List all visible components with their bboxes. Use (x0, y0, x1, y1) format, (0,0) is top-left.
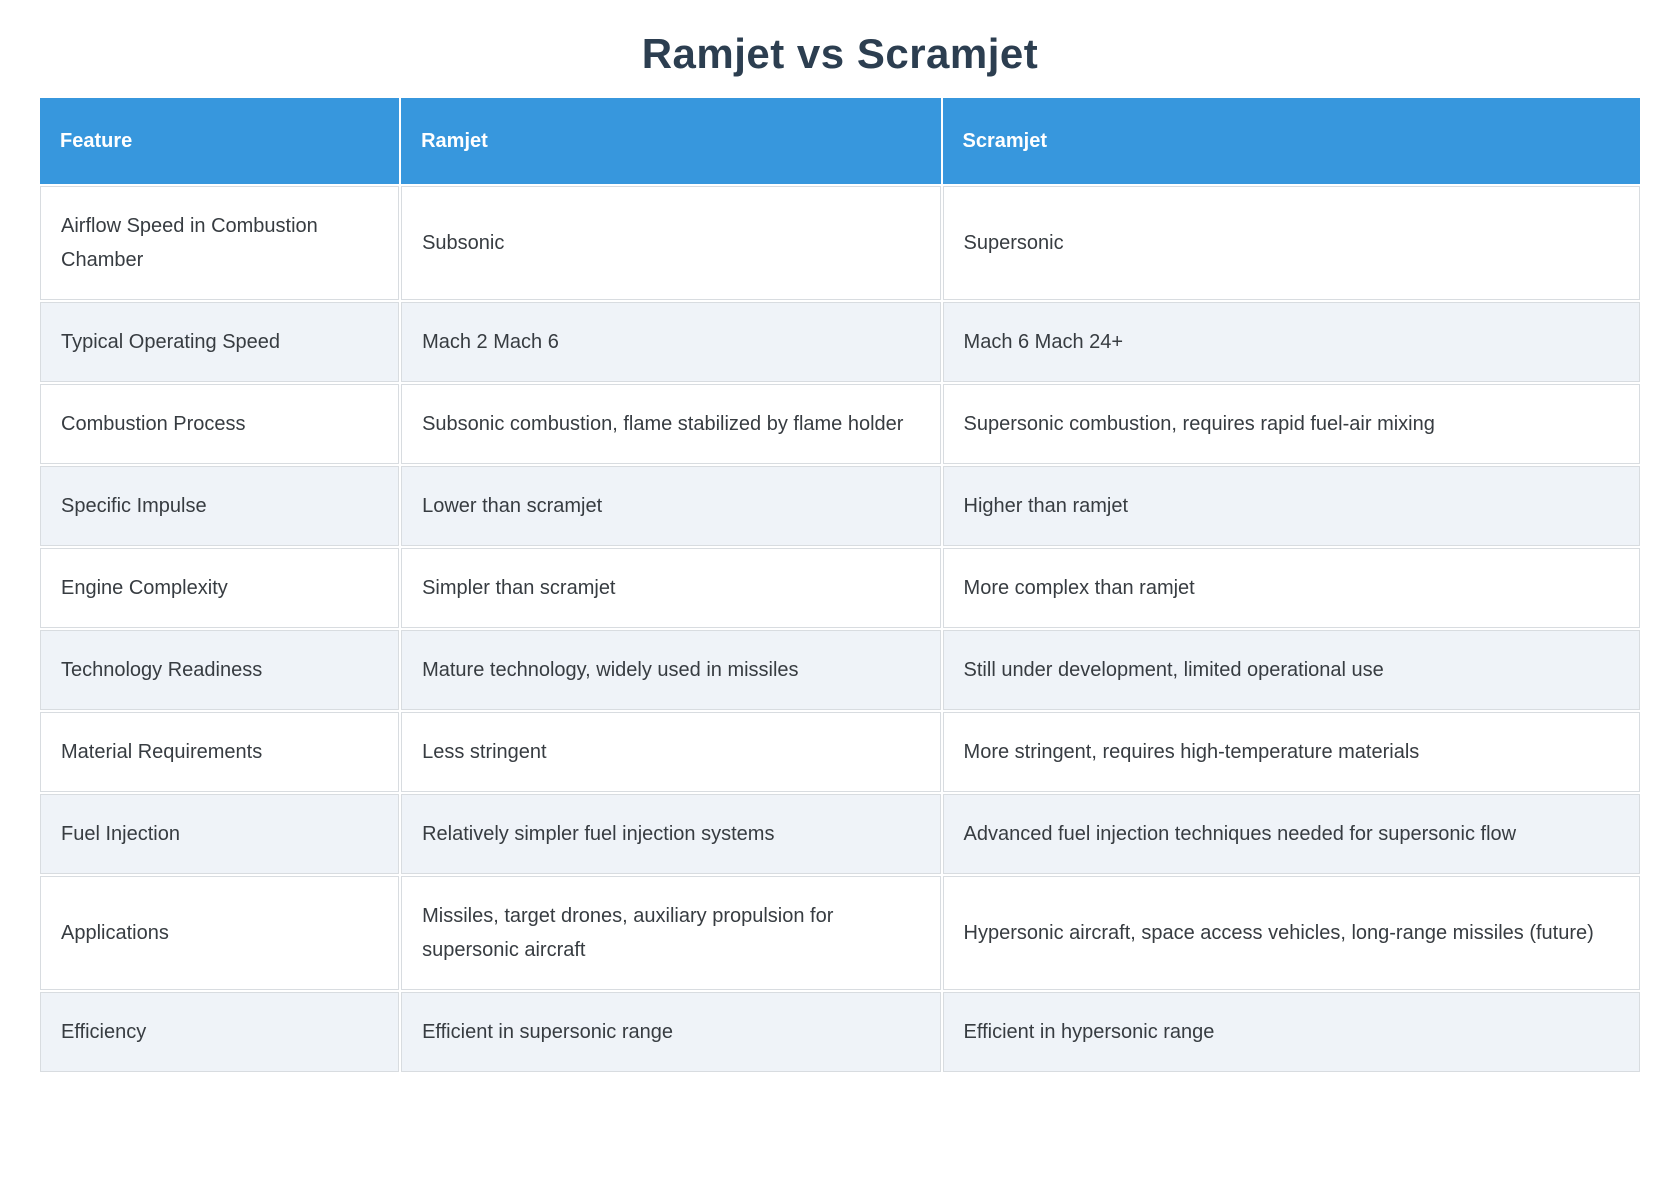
ramjet-cell: Relatively simpler fuel injection system… (401, 794, 941, 874)
feature-cell: Efficiency (40, 992, 400, 1072)
scramjet-cell: Efficient in hypersonic range (942, 992, 1640, 1072)
scramjet-cell: Supersonic combustion, requires rapid fu… (942, 384, 1640, 464)
table-row: Combustion Process Subsonic combustion, … (40, 384, 1640, 464)
page-container: Ramjet vs Scramjet Feature Ramjet Scramj… (38, 30, 1642, 1074)
scramjet-cell: Higher than ramjet (942, 466, 1640, 546)
ramjet-cell: Subsonic combustion, flame stabilized by… (401, 384, 941, 464)
ramjet-cell: Missiles, target drones, auxiliary propu… (401, 876, 941, 990)
table-row: Efficiency Efficient in supersonic range… (40, 992, 1640, 1072)
ramjet-cell: Lower than scramjet (401, 466, 941, 546)
scramjet-cell: More complex than ramjet (942, 548, 1640, 628)
feature-cell: Applications (40, 876, 400, 990)
ramjet-cell: Subsonic (401, 186, 941, 300)
table-row: Material Requirements Less stringent Mor… (40, 712, 1640, 792)
ramjet-cell: Mach 2 Mach 6 (401, 302, 941, 382)
scramjet-cell: Still under development, limited operati… (942, 630, 1640, 710)
scramjet-cell: Advanced fuel injection techniques neede… (942, 794, 1640, 874)
table-row: Typical Operating Speed Mach 2 Mach 6 Ma… (40, 302, 1640, 382)
feature-cell: Specific Impulse (40, 466, 400, 546)
table-row: Airflow Speed in Combustion Chamber Subs… (40, 186, 1640, 300)
scramjet-cell: Supersonic (942, 186, 1640, 300)
column-header-scramjet: Scramjet (942, 98, 1640, 184)
comparison-table: Feature Ramjet Scramjet Airflow Speed in… (38, 96, 1642, 1074)
table-row: Specific Impulse Lower than scramjet Hig… (40, 466, 1640, 546)
feature-cell: Typical Operating Speed (40, 302, 400, 382)
feature-cell: Combustion Process (40, 384, 400, 464)
table-body: Airflow Speed in Combustion Chamber Subs… (40, 186, 1640, 1072)
table-row: Fuel Injection Relatively simpler fuel i… (40, 794, 1640, 874)
page-title: Ramjet vs Scramjet (641, 30, 1039, 77)
table-row: Technology Readiness Mature technology, … (40, 630, 1640, 710)
ramjet-cell: Less stringent (401, 712, 941, 792)
ramjet-cell: Mature technology, widely used in missil… (401, 630, 941, 710)
ramjet-cell: Efficient in supersonic range (401, 992, 941, 1072)
table-row: Engine Complexity Simpler than scramjet … (40, 548, 1640, 628)
feature-cell: Material Requirements (40, 712, 400, 792)
column-header-ramjet: Ramjet (401, 98, 941, 184)
ramjet-cell: Simpler than scramjet (401, 548, 941, 628)
feature-cell: Airflow Speed in Combustion Chamber (40, 186, 400, 300)
scramjet-cell: Mach 6 Mach 24+ (942, 302, 1640, 382)
table-row: Applications Missiles, target drones, au… (40, 876, 1640, 990)
scramjet-cell: Hypersonic aircraft, space access vehicl… (942, 876, 1640, 990)
column-header-feature: Feature (40, 98, 400, 184)
feature-cell: Engine Complexity (40, 548, 400, 628)
header-row: Feature Ramjet Scramjet (40, 98, 1640, 184)
feature-cell: Technology Readiness (40, 630, 400, 710)
scramjet-cell: More stringent, requires high-temperatur… (942, 712, 1640, 792)
table-header: Feature Ramjet Scramjet (40, 98, 1640, 184)
feature-cell: Fuel Injection (40, 794, 400, 874)
